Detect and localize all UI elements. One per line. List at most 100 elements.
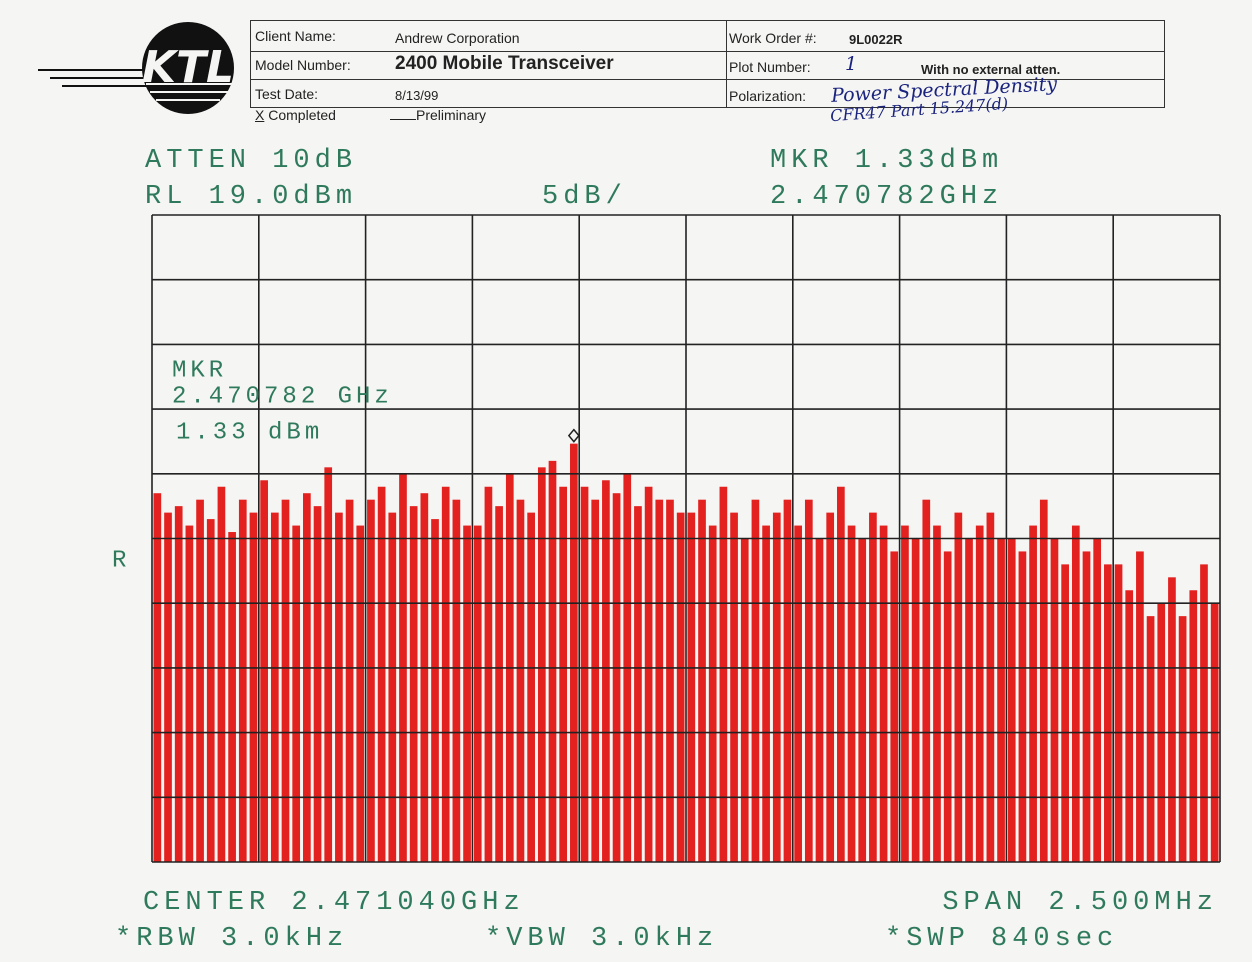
- bar: [879, 525, 888, 862]
- bar: [794, 525, 802, 862]
- marker-level: 1.33 dBm: [176, 419, 323, 446]
- handwritten: 1: [845, 53, 858, 75]
- bar: [164, 512, 172, 862]
- bar: [335, 512, 343, 862]
- bar: [591, 499, 600, 862]
- bar: [687, 512, 696, 862]
- bar: [367, 499, 375, 862]
- marker-label: MKR: [172, 357, 227, 384]
- bar: [975, 525, 984, 862]
- bar: [431, 519, 439, 862]
- ref-mark: R: [112, 547, 130, 574]
- bar: [463, 525, 471, 862]
- scale: 5dB/: [542, 182, 627, 212]
- label: Test Date:: [255, 86, 319, 102]
- bar: [303, 493, 311, 862]
- bar: [602, 480, 610, 862]
- bar: [559, 486, 568, 862]
- bar: [890, 551, 899, 862]
- status: X Completed: [255, 107, 336, 123]
- bar: [837, 486, 845, 862]
- bar: [527, 512, 535, 862]
- bar: [997, 538, 1005, 862]
- bar: [420, 493, 429, 862]
- bar: [228, 532, 236, 862]
- marker-freq-top: 2.470782GHz: [770, 182, 1003, 212]
- bar: [783, 499, 792, 862]
- bar: [516, 499, 525, 862]
- bar: [634, 506, 642, 862]
- bar: [911, 538, 920, 862]
- bar: [847, 525, 856, 862]
- bar: [356, 525, 365, 862]
- blank: [390, 107, 416, 120]
- bar: [292, 525, 301, 862]
- rule: [251, 51, 1164, 52]
- marker: [567, 428, 580, 443]
- label: Work Order #:: [729, 30, 817, 46]
- bar: [666, 499, 674, 862]
- value: 9L0022R: [849, 32, 903, 47]
- bar: [206, 519, 215, 862]
- bar: [943, 551, 952, 862]
- sweep: *SWP 840sec: [885, 924, 1118, 954]
- bar: [238, 499, 247, 862]
- bar: [580, 486, 589, 862]
- bar: [441, 486, 450, 862]
- bar: [1136, 551, 1144, 862]
- bar: [388, 512, 397, 862]
- bar: [270, 512, 279, 862]
- bar: [1104, 564, 1112, 862]
- bar: [1200, 564, 1208, 862]
- bar: [901, 525, 909, 862]
- bar: [548, 460, 557, 862]
- label: Polarization:: [729, 88, 807, 104]
- bar: [986, 512, 995, 862]
- span: SPAN 2.500MHz: [942, 888, 1218, 918]
- bar: [1178, 616, 1187, 862]
- bar: [751, 499, 760, 862]
- logo: KTL: [38, 22, 234, 114]
- bar: [858, 538, 867, 862]
- bar: [676, 512, 685, 862]
- bar: [495, 506, 503, 862]
- bar: [655, 499, 664, 862]
- status: Preliminary: [390, 107, 486, 123]
- bar: [484, 486, 493, 862]
- bar: [933, 525, 941, 862]
- bar: [1007, 538, 1016, 862]
- marker-freq: 2.470782 GHz: [172, 383, 393, 410]
- center: CENTER 2.471040GHz: [143, 888, 525, 918]
- bar: [1093, 538, 1102, 862]
- bar: [377, 486, 386, 862]
- bar: [153, 493, 162, 862]
- bar: [324, 467, 333, 862]
- bar: [826, 512, 835, 862]
- bar: [1114, 564, 1123, 862]
- bar: [772, 512, 781, 862]
- bar: [1039, 499, 1048, 862]
- bar: [1071, 525, 1080, 862]
- bar: [708, 525, 717, 862]
- bar: [1189, 590, 1198, 862]
- label: Model Number:: [255, 57, 351, 73]
- bar: [815, 538, 824, 862]
- bar: [804, 499, 813, 862]
- bar: [965, 538, 973, 862]
- bar: [1050, 538, 1059, 862]
- bar: [954, 512, 963, 862]
- bar: [409, 506, 418, 862]
- label: Plot Number:: [729, 59, 811, 75]
- bar: [1168, 577, 1176, 862]
- bar: [313, 506, 322, 862]
- bar: [196, 499, 204, 862]
- mark: X: [255, 107, 265, 123]
- bar: [473, 525, 482, 862]
- bar: [730, 512, 738, 862]
- bar: [281, 499, 290, 862]
- bar: [1125, 590, 1134, 862]
- bar: [174, 506, 183, 862]
- bar: [869, 512, 877, 862]
